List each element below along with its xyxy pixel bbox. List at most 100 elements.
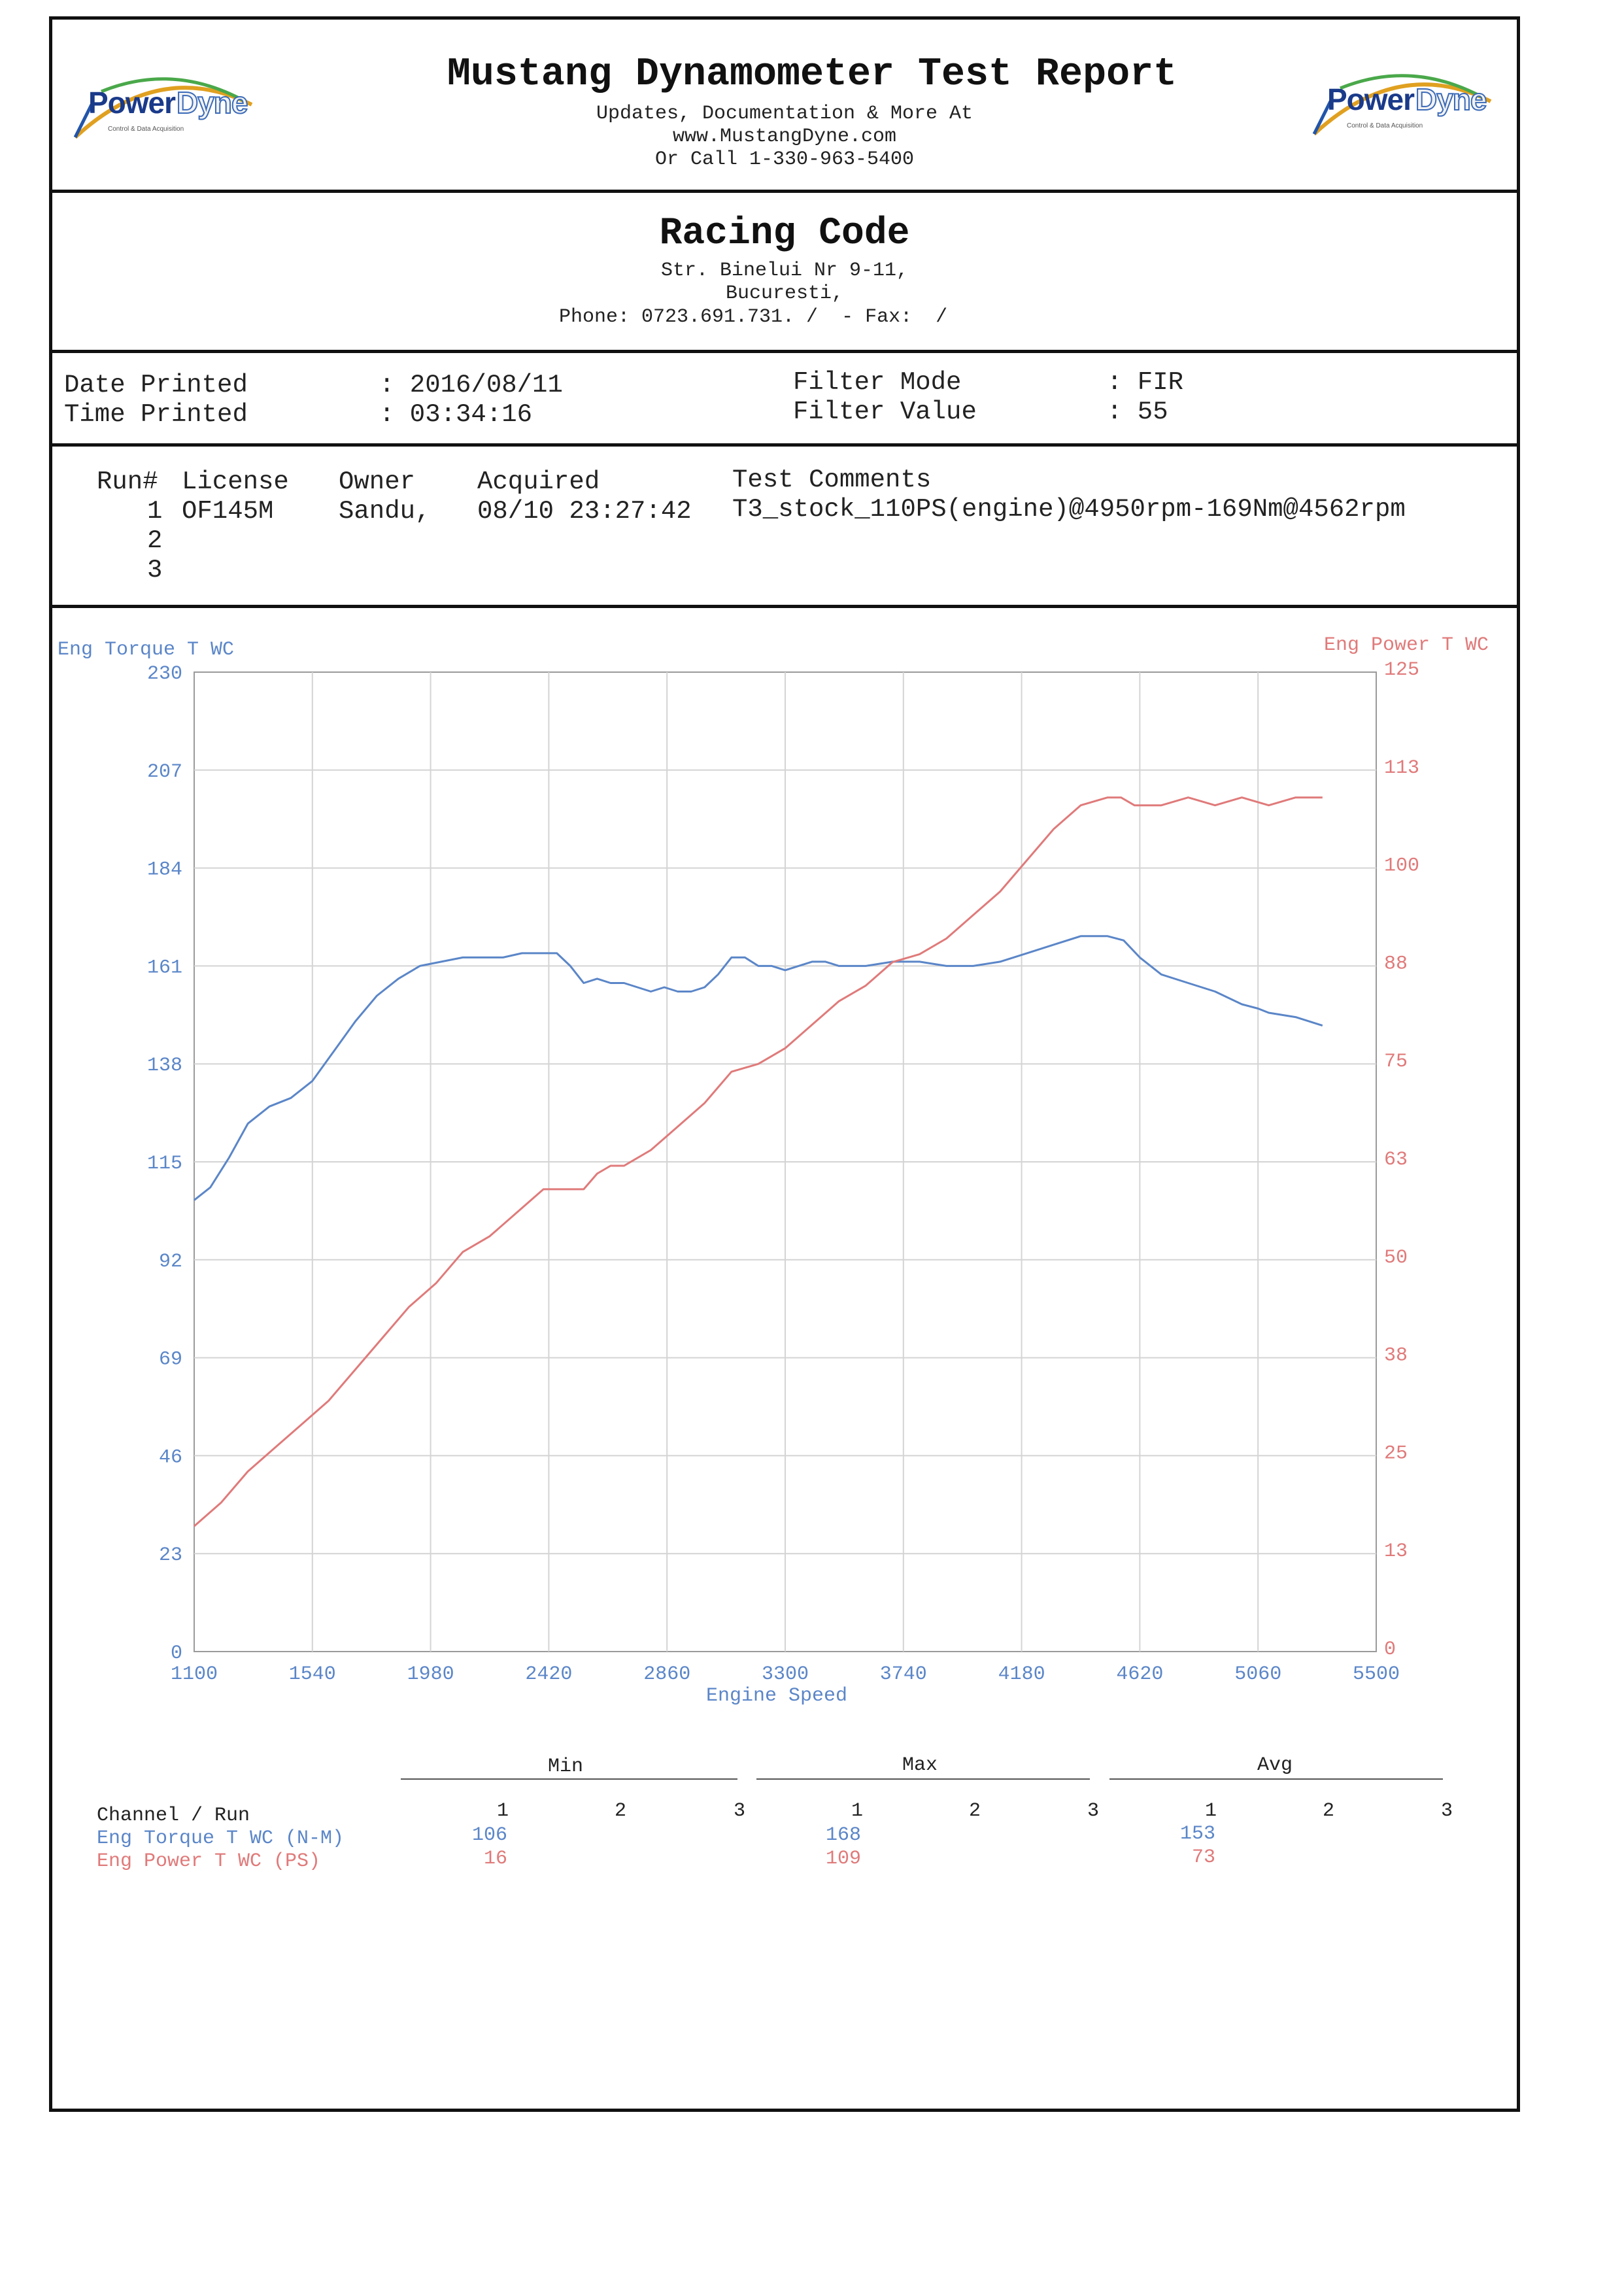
- x-tick-label: 4620: [1116, 1663, 1163, 1686]
- logo-word-power: Power: [88, 86, 176, 120]
- y-left-tick-label: 138: [147, 1055, 182, 1077]
- y-left-tick-label: 92: [159, 1251, 182, 1273]
- run-number: 3: [147, 556, 163, 585]
- header-phone: Or Call 1-330-963-5400: [654, 148, 915, 171]
- y-left-tick-label: 184: [147, 859, 182, 881]
- run-acquired: 08/10 23:27:42: [477, 497, 692, 526]
- x-axis-title: Engine Speed: [706, 1685, 848, 1707]
- y-right-tick-label: 113: [1384, 757, 1419, 779]
- run-comments: T3_stock_110PS(engine)@4950rpm-169Nm@456…: [732, 495, 1406, 524]
- summary-run-label: 3: [1087, 1800, 1100, 1822]
- summary-power-max: 109: [826, 1848, 862, 1870]
- left-axis-title: Eng Torque T WC: [58, 639, 235, 661]
- divider: [49, 605, 1520, 608]
- run-owner: Sandu,: [339, 497, 431, 526]
- time-printed-value: : 03:34:16: [379, 400, 533, 429]
- runs-header-comments: Test Comments: [732, 466, 932, 494]
- grid-lines: [194, 672, 1376, 1652]
- y-right-tick-label: 38: [1384, 1345, 1408, 1367]
- filter-mode-label: Filter Mode: [793, 368, 962, 397]
- y-left-tick-label: 46: [159, 1446, 182, 1468]
- right-axis-title: Eng Power T WC: [1324, 634, 1489, 656]
- header-url: www.MustangDyne.com: [672, 126, 897, 148]
- x-tick-label: 2860: [643, 1663, 690, 1686]
- powerdyne-logo-right: Power Dyne Control & Data Acquisition: [1301, 62, 1497, 141]
- filter-mode-value: : FIR: [1107, 368, 1184, 397]
- y-left-tick-label: 0: [171, 1642, 182, 1665]
- header-line-1: Updates, Documentation & More At: [596, 103, 973, 125]
- series-lines: [194, 796, 1323, 1527]
- summary-run-label: 2: [1323, 1800, 1335, 1822]
- y-right-tick-label: 88: [1384, 953, 1408, 975]
- divider: [49, 190, 1520, 193]
- date-printed-value: : 2016/08/11: [379, 371, 563, 399]
- summary-run-label: 2: [615, 1800, 627, 1822]
- logo-word-power: Power: [1327, 82, 1415, 116]
- summary-group-min: Min: [548, 1756, 584, 1778]
- filter-value-value: : 55: [1107, 398, 1168, 426]
- summary-power-avg: 73: [1192, 1846, 1216, 1869]
- summary-channel-power: Eng Power T WC (PS): [97, 1850, 321, 1873]
- logo-word-dyne: Dyne: [1415, 82, 1487, 117]
- runs-header-acquired: Acquired: [477, 467, 600, 496]
- summary-run-label: 1: [851, 1800, 864, 1822]
- y-right-tick-label: 63: [1384, 1149, 1408, 1171]
- summary-torque-min: 106: [472, 1824, 508, 1846]
- logo-swoosh-icon: [73, 77, 253, 139]
- summary-group-avg: Avg: [1257, 1754, 1293, 1776]
- y-left-tick-label: 207: [147, 761, 182, 783]
- tick-labels: 1100 1540 1980 2420 2860 3300 3740 4180 4620 5060…: [147, 659, 1419, 1686]
- report-frame: [49, 16, 1520, 2112]
- runs-header-run: Run#: [97, 467, 158, 496]
- x-tick-label: 1540: [289, 1663, 336, 1686]
- shop-address-1: Str. Binelui Nr 9-11,: [660, 260, 909, 282]
- y-left-tick-label: 161: [147, 957, 182, 979]
- date-printed-label: Date Printed: [64, 371, 248, 399]
- summary-torque-avg: 153: [1180, 1823, 1216, 1845]
- summary-run-label: 3: [1441, 1800, 1453, 1822]
- summary-channel-torque: Eng Torque T WC (N-M): [97, 1827, 345, 1850]
- logo-tagline: Control & Data Acquisition: [1347, 122, 1423, 129]
- y-right-tick-label: 100: [1384, 855, 1419, 877]
- summary-rule: [401, 1778, 737, 1780]
- x-tick-label: 1980: [407, 1663, 454, 1686]
- y-right-tick-label: 50: [1384, 1247, 1408, 1269]
- run-number: 1: [147, 497, 163, 526]
- summary-rule: [756, 1778, 1090, 1780]
- x-tick-label: 5500: [1353, 1663, 1400, 1686]
- x-tick-label: 1100: [171, 1663, 218, 1686]
- powerdyne-logo-left: Power Dyne Control & Data Acquisition: [62, 65, 258, 144]
- summary-run-label: 1: [1205, 1800, 1217, 1822]
- summary-run-label: 3: [734, 1800, 746, 1822]
- x-tick-label: 5060: [1234, 1663, 1281, 1686]
- shop-address-2: Bucuresti,: [725, 282, 844, 305]
- divider: [49, 443, 1520, 447]
- summary-torque-max: 168: [826, 1824, 862, 1846]
- summary-channel-header: Channel / Run: [97, 1805, 250, 1827]
- dyno-chart: 1100 1540 1980 2420 2860 3300 3740 4180 4620 5060…: [147, 659, 1419, 1686]
- summary-rule: [1109, 1778, 1443, 1780]
- x-tick-label: 3300: [762, 1663, 809, 1686]
- y-right-tick-label: 75: [1384, 1051, 1408, 1073]
- shop-name: Racing Code: [659, 212, 910, 255]
- y-right-tick-label: 13: [1384, 1540, 1408, 1563]
- runs-header-owner: Owner: [339, 467, 416, 496]
- y-right-tick-label: 25: [1384, 1442, 1408, 1465]
- torque-series-line: [194, 935, 1323, 1201]
- y-left-tick-label: 230: [147, 663, 182, 685]
- report-title: Mustang Dynamometer Test Report: [447, 52, 1177, 97]
- power-series-line: [194, 796, 1323, 1527]
- logo-tagline: Control & Data Acquisition: [108, 126, 184, 133]
- x-tick-label: 4180: [998, 1663, 1045, 1686]
- time-printed-label: Time Printed: [64, 400, 248, 429]
- summary-power-min: 16: [484, 1848, 508, 1870]
- logo-word-dyne: Dyne: [176, 85, 248, 120]
- run-number: 2: [147, 526, 163, 555]
- filter-value-label: Filter Value: [793, 398, 977, 426]
- shop-phone-fax: Phone: 0723.691.731. / - Fax: /: [559, 306, 948, 328]
- x-tick-label: 3740: [880, 1663, 927, 1686]
- y-left-tick-label: 69: [159, 1349, 182, 1371]
- summary-group-max: Max: [902, 1754, 938, 1776]
- y-left-tick-label: 23: [159, 1544, 182, 1567]
- x-tick-label: 2420: [525, 1663, 572, 1686]
